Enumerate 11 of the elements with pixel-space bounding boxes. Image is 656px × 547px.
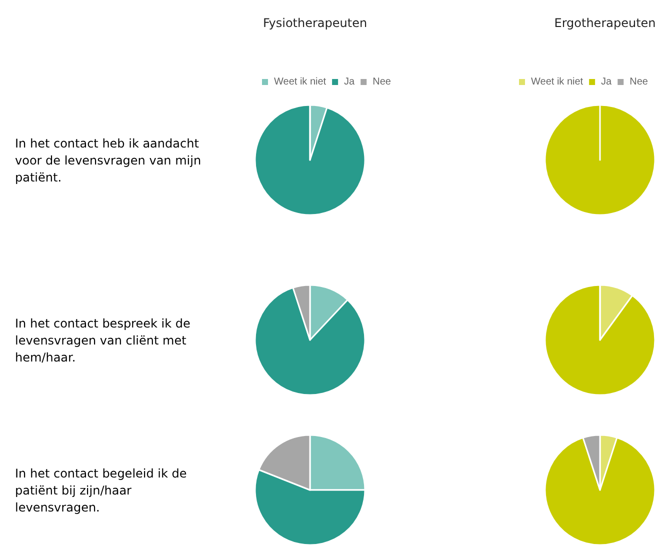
legend-label: Ja bbox=[601, 76, 612, 88]
chart-title: Fysiotherapeuten bbox=[262, 16, 368, 30]
legend-label: Weet ik niet bbox=[274, 76, 326, 88]
legend-label: Nee bbox=[372, 76, 392, 88]
chart-title: Ergotherapeuten bbox=[554, 16, 656, 30]
legend-label: Nee bbox=[630, 76, 648, 88]
legend-label: Weet ik niet bbox=[531, 76, 584, 88]
legend-label: Ja bbox=[344, 76, 356, 88]
text: In het contact bespreek ik de levensvragen van cliënt met hem/haar. bbox=[15, 316, 194, 364]
text: In het contact heb ik aandacht voor de levensvragen van mijn patiënt. bbox=[15, 136, 205, 184]
text: In het contact begeleid ik de patiënt bij zijn/haar levensvragen. bbox=[15, 466, 191, 514]
